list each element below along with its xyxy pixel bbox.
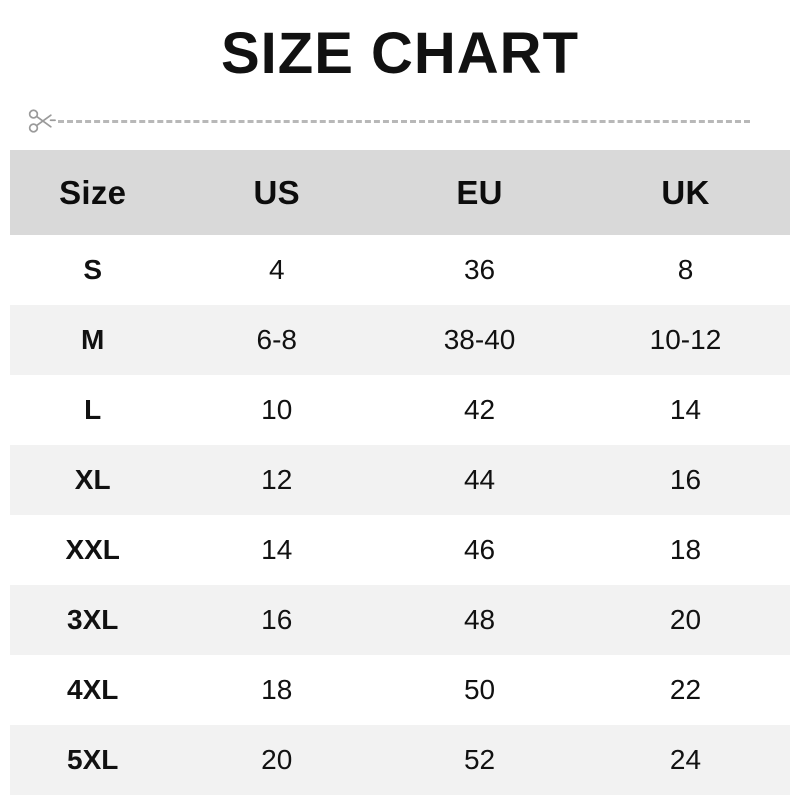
scissors-icon [26, 106, 56, 136]
cell-uk: 10-12 [580, 305, 790, 375]
cell-us: 14 [175, 515, 379, 585]
cell-size: M [10, 305, 176, 375]
cell-us: 16 [175, 585, 379, 655]
size-chart-table: Size US EU UK S 4 36 8 M 6-8 38-40 10-12… [10, 150, 790, 795]
table-row: XXL 14 46 18 [10, 515, 790, 585]
cell-size: 5XL [10, 725, 176, 795]
cut-here-line [26, 104, 774, 138]
table-row: 4XL 18 50 22 [10, 655, 790, 725]
cell-uk: 18 [580, 515, 790, 585]
table-row: L 10 42 14 [10, 375, 790, 445]
cell-uk: 16 [580, 445, 790, 515]
cell-size: L [10, 375, 176, 445]
cell-eu: 46 [378, 515, 581, 585]
cell-eu: 50 [378, 655, 581, 725]
column-header-us: US [175, 150, 379, 235]
cell-us: 4 [175, 235, 379, 305]
cell-us: 12 [175, 445, 379, 515]
column-header-size: Size [10, 150, 176, 235]
cell-size: 3XL [10, 585, 176, 655]
cell-size: 4XL [10, 655, 176, 725]
table-header: Size US EU UK [10, 150, 790, 235]
cell-size: XXL [10, 515, 176, 585]
dashed-cut-line [58, 119, 750, 123]
cell-us: 10 [175, 375, 379, 445]
cell-eu: 42 [378, 375, 581, 445]
cell-uk: 22 [580, 655, 790, 725]
cell-us: 20 [175, 725, 379, 795]
cell-uk: 24 [580, 725, 790, 795]
table-header-row: Size US EU UK [10, 150, 790, 235]
cell-us: 18 [175, 655, 379, 725]
cell-uk: 14 [580, 375, 790, 445]
cell-uk: 8 [580, 235, 790, 305]
cell-eu: 48 [378, 585, 581, 655]
cell-us: 6-8 [175, 305, 379, 375]
table-row: M 6-8 38-40 10-12 [10, 305, 790, 375]
column-header-uk: UK [580, 150, 790, 235]
cell-uk: 20 [580, 585, 790, 655]
cell-eu: 44 [378, 445, 581, 515]
cell-eu: 52 [378, 725, 581, 795]
table-body: S 4 36 8 M 6-8 38-40 10-12 L 10 42 14 XL… [10, 235, 790, 795]
table-row: S 4 36 8 [10, 235, 790, 305]
column-header-eu: EU [378, 150, 581, 235]
cell-eu: 36 [378, 235, 581, 305]
table-row: XL 12 44 16 [10, 445, 790, 515]
table-row: 3XL 16 48 20 [10, 585, 790, 655]
cell-size: XL [10, 445, 176, 515]
cell-size: S [10, 235, 176, 305]
page-title: SIZE CHART [221, 21, 579, 86]
cell-eu: 38-40 [378, 305, 581, 375]
table-row: 5XL 20 52 24 [10, 725, 790, 795]
